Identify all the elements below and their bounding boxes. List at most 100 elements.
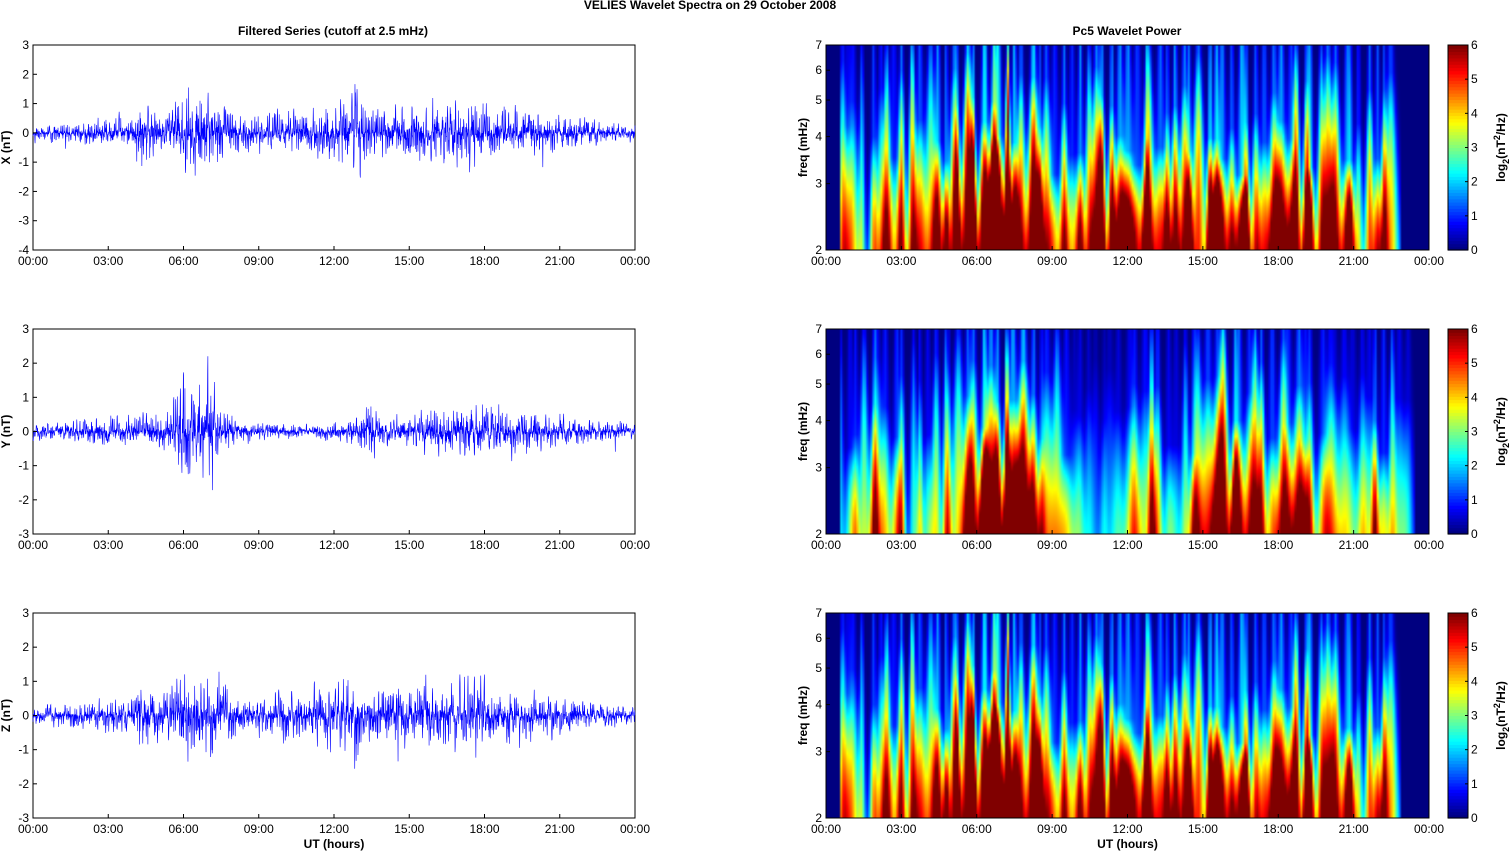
colorbar-swatch bbox=[1448, 482, 1468, 487]
series-xtick-label: 15:00 bbox=[394, 538, 424, 552]
series-xtick-label: 00:00 bbox=[18, 538, 48, 552]
spectrogram-ytick-label: 4 bbox=[815, 414, 822, 428]
spectrogram-power-image bbox=[826, 329, 1429, 534]
colorbar-swatch bbox=[1448, 351, 1468, 356]
series-xtick-label: 21:00 bbox=[545, 254, 575, 268]
colorbar-swatch bbox=[1448, 641, 1468, 646]
colorbar-swatch bbox=[1448, 348, 1468, 353]
series-ylabel: Y (nT) bbox=[0, 415, 13, 449]
series-ytick-label: 0 bbox=[22, 126, 29, 140]
colorbar-swatch bbox=[1448, 718, 1468, 723]
spectrogram-xtick-label: 06:00 bbox=[962, 254, 992, 268]
colorbar-swatch bbox=[1448, 747, 1468, 752]
colorbar-swatch bbox=[1448, 77, 1468, 81]
series-ytick-label: 2 bbox=[22, 640, 29, 654]
colorbar-swatch bbox=[1448, 198, 1468, 203]
spectrogram-power-image bbox=[826, 613, 1429, 818]
colorbar-swatch bbox=[1448, 728, 1468, 733]
spectrogram-ytick-label: 3 bbox=[815, 177, 822, 191]
colorbar-swatch bbox=[1448, 673, 1468, 678]
colorbar-swatch bbox=[1448, 70, 1468, 75]
colorbar-swatch bbox=[1448, 421, 1468, 426]
spectrogram-xtick-label: 18:00 bbox=[1263, 254, 1293, 268]
spectrogram-power-image bbox=[826, 45, 1429, 250]
series-xtick-label: 09:00 bbox=[244, 538, 274, 552]
series-xtick-label: 00:00 bbox=[620, 254, 650, 268]
spectrogram-ytick-label: 7 bbox=[815, 322, 822, 336]
colorbar-swatch bbox=[1448, 635, 1468, 640]
spectrogram-xlabel: UT (hours) bbox=[1097, 837, 1158, 851]
spectrogram-xtick-label: 12:00 bbox=[1112, 538, 1142, 552]
colorbar-label: log2(nT2/Hz) bbox=[1492, 397, 1511, 466]
colorbar-swatch bbox=[1448, 208, 1468, 213]
series-ytick-label: -2 bbox=[18, 777, 29, 791]
spectrogram-ytick-label: 4 bbox=[815, 130, 822, 144]
colorbar-tick-label: 6 bbox=[1471, 322, 1478, 336]
series-ytick-label: 1 bbox=[22, 674, 29, 688]
series-xtick-label: 00:00 bbox=[620, 538, 650, 552]
colorbar-label-log: log bbox=[1494, 448, 1508, 466]
spectrogram-ytick-label: 2 bbox=[815, 243, 822, 257]
colorbar-swatch bbox=[1448, 801, 1468, 806]
colorbar-swatch bbox=[1448, 769, 1468, 774]
colorbar-swatch bbox=[1448, 393, 1468, 397]
colorbar-label: log2(nT2/Hz) bbox=[1492, 113, 1511, 182]
colorbar-swatch bbox=[1448, 240, 1468, 245]
series-ylabel: X (nT) bbox=[0, 131, 13, 165]
colorbar-swatch bbox=[1448, 137, 1468, 142]
colorbar-swatch bbox=[1448, 511, 1468, 516]
colorbar-swatch bbox=[1448, 105, 1468, 110]
series-xtick-label: 18:00 bbox=[469, 822, 499, 836]
colorbar-swatch bbox=[1448, 192, 1468, 197]
colorbar-swatch bbox=[1448, 112, 1468, 117]
colorbar-swatch bbox=[1448, 731, 1468, 736]
series-xtick-label: 15:00 bbox=[394, 254, 424, 268]
spectrogram-panel-x: 2 3 4 5 6 7 00:00 03:00 06:00 09:00 12:00 15:00 18:0… bbox=[796, 38, 1511, 268]
colorbar-swatch bbox=[1448, 715, 1468, 720]
series-xtick-label: 06:00 bbox=[168, 822, 198, 836]
colorbar-swatch bbox=[1448, 179, 1468, 184]
series-line-x bbox=[32, 84, 636, 178]
colorbar-swatch bbox=[1448, 102, 1468, 107]
colorbar-swatch bbox=[1448, 808, 1468, 813]
colorbar-swatch bbox=[1448, 530, 1468, 535]
right-column-title: Pc5 Wavelet Power bbox=[1073, 24, 1182, 38]
series-xtick-label: 21:00 bbox=[545, 822, 575, 836]
colorbar-swatch bbox=[1448, 527, 1468, 532]
colorbar-tick-label: 4 bbox=[1471, 390, 1478, 404]
colorbar-label-mid: (nT bbox=[1494, 140, 1508, 159]
colorbar-swatch bbox=[1448, 447, 1468, 452]
colorbar-swatch bbox=[1448, 737, 1468, 742]
colorbar-swatch bbox=[1448, 345, 1468, 349]
series-ytick-label: -1 bbox=[18, 155, 29, 169]
colorbar-swatch bbox=[1448, 96, 1468, 101]
spectrogram-panel-z: 2 3 4 5 6 7 00:00 03:00 06:00 09:00 12:00 15:00 18:0… bbox=[796, 606, 1511, 851]
colorbar-label-sub: 2 bbox=[1501, 443, 1511, 448]
left-column-title: Filtered Series (cutoff at 2.5 mHz) bbox=[238, 24, 428, 38]
series-xtick-label: 12:00 bbox=[319, 822, 349, 836]
colorbar-swatch bbox=[1448, 805, 1468, 809]
colorbar-swatch bbox=[1448, 109, 1468, 113]
colorbar-tick-label: 3 bbox=[1471, 425, 1478, 439]
colorbar-swatch bbox=[1448, 498, 1468, 503]
colorbar-swatch bbox=[1448, 437, 1468, 442]
series-xtick-label: 03:00 bbox=[93, 822, 123, 836]
colorbar-label-mid: (nT bbox=[1494, 708, 1508, 727]
colorbar-swatch bbox=[1448, 699, 1468, 704]
colorbar-swatch bbox=[1448, 450, 1468, 455]
colorbar-swatch bbox=[1448, 48, 1468, 53]
series-ytick-label: 3 bbox=[22, 322, 29, 336]
colorbar-swatch bbox=[1448, 73, 1468, 78]
colorbar-swatch bbox=[1448, 625, 1468, 630]
spectrogram-ytick-label: 2 bbox=[815, 811, 822, 825]
colorbar-swatch bbox=[1448, 205, 1468, 209]
colorbar-swatch bbox=[1448, 415, 1468, 420]
spectrogram-xtick-label: 15:00 bbox=[1188, 538, 1218, 552]
spectrogram-xtick-label: 00:00 bbox=[1414, 822, 1444, 836]
colorbar-swatch bbox=[1448, 785, 1468, 790]
colorbar-swatch bbox=[1448, 457, 1468, 461]
spectrogram-xtick-label: 03:00 bbox=[886, 538, 916, 552]
series-line-y bbox=[32, 356, 636, 491]
series-xtick-label: 18:00 bbox=[469, 538, 499, 552]
